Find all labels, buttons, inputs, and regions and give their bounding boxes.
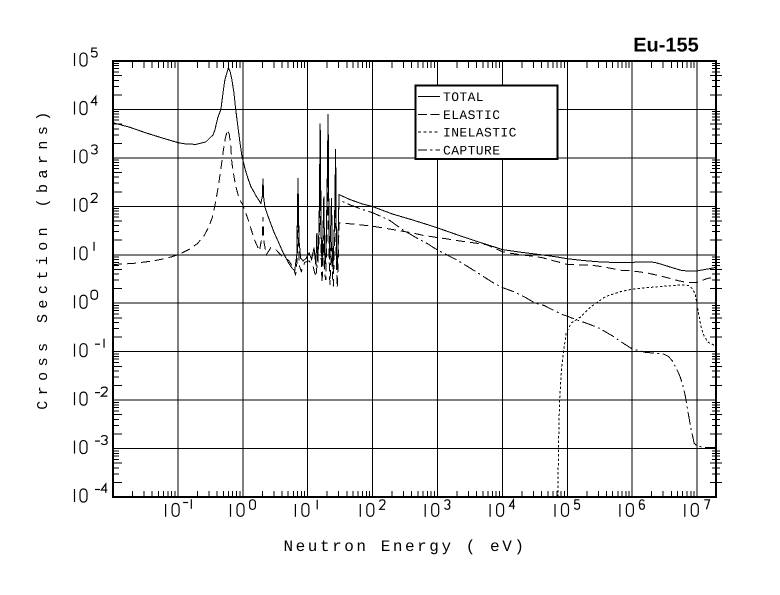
svg-text:Neutron Energy ( eV): Neutron Energy ( eV) (283, 538, 526, 556)
svg-text:TOTAL: TOTAL (443, 90, 484, 105)
svg-text:INELASTIC: INELASTIC (443, 126, 517, 141)
svg-text:CAPTURE: CAPTURE (443, 144, 500, 159)
svg-text:Cross Section (barns): Cross Section (barns) (35, 106, 52, 409)
svg-text:Eu-155: Eu-155 (633, 35, 699, 57)
svg-text:ELASTIC: ELASTIC (443, 108, 500, 123)
